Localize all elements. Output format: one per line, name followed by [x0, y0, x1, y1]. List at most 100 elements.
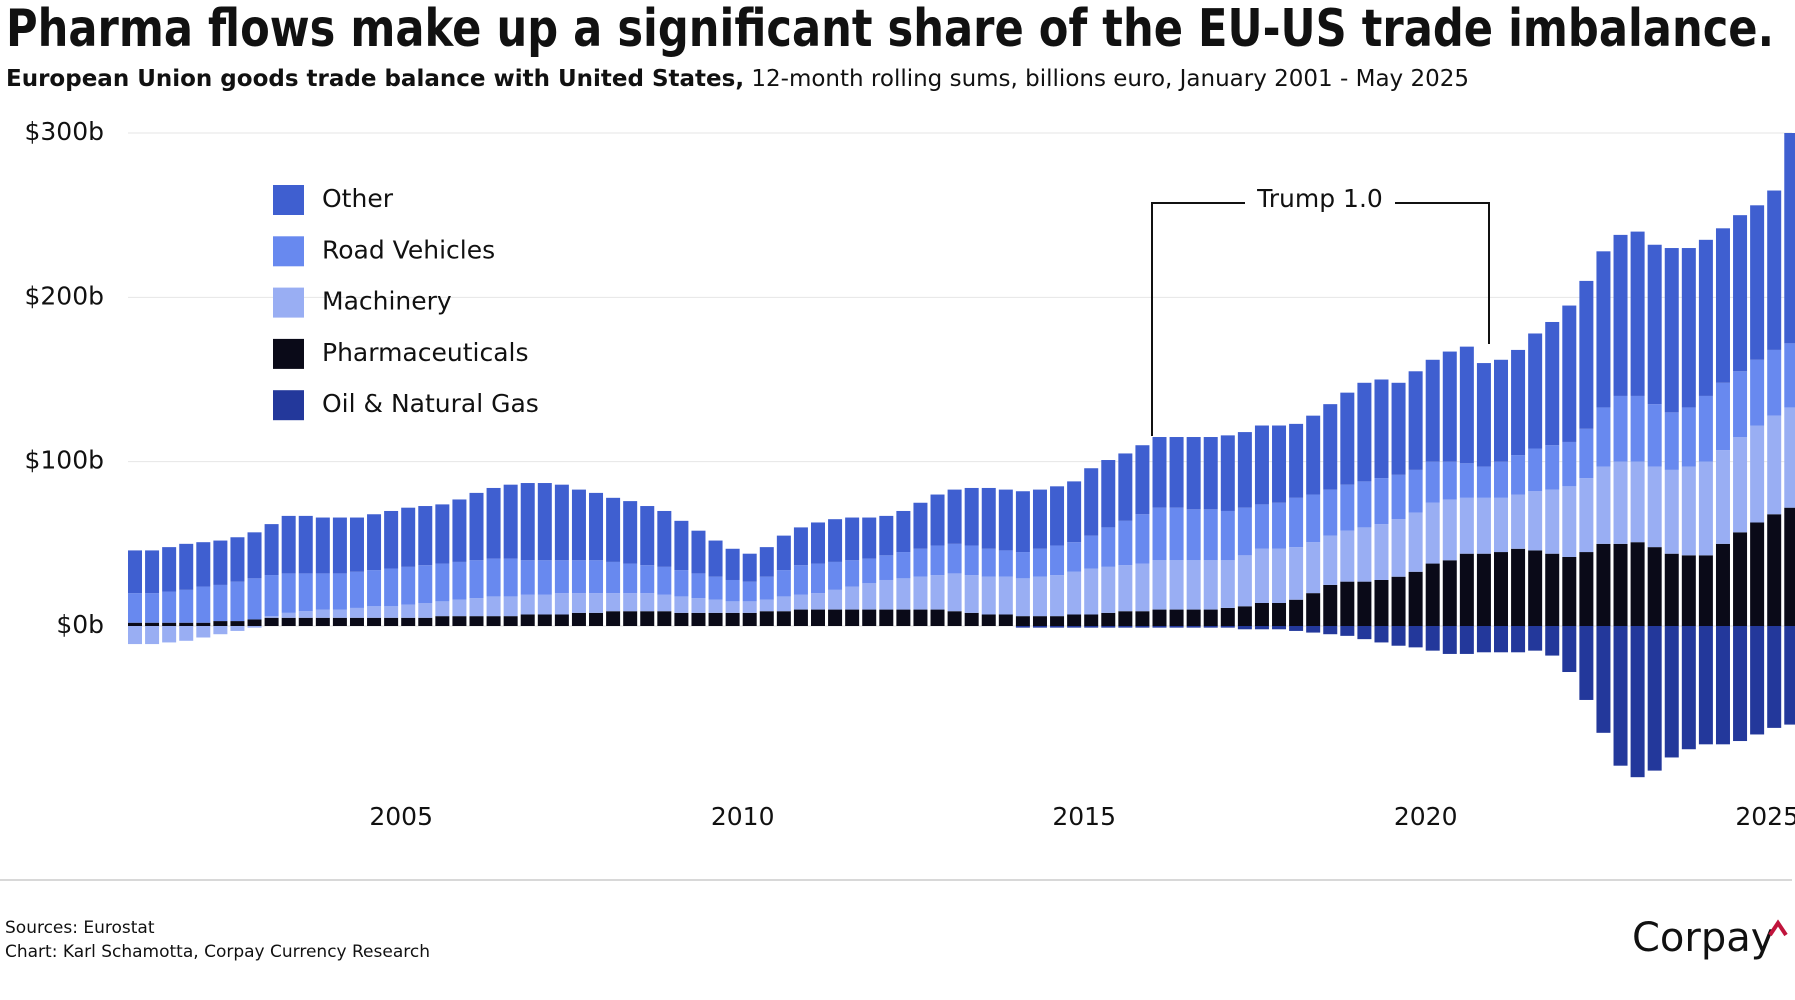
bar-segment [1442, 560, 1457, 626]
x-tick-label: 2025 [1735, 802, 1795, 831]
bar-segment [913, 576, 928, 610]
bar-segment [1084, 614, 1099, 626]
bar-segment [315, 573, 330, 610]
bar-segment [554, 484, 569, 561]
bar-segment [1050, 486, 1065, 546]
bar-segment [162, 622, 177, 626]
bar-segment [1306, 593, 1321, 626]
bar-segment [520, 560, 535, 595]
bar-segment [1340, 626, 1355, 636]
bar-segment [1613, 461, 1628, 544]
bar-segment [845, 517, 860, 561]
bar-segment [1425, 461, 1440, 503]
bar-segment [1698, 461, 1713, 556]
bar-segment [862, 558, 877, 584]
bar-segment [1323, 626, 1338, 635]
bar-segment [1545, 445, 1560, 490]
bar-segment [298, 573, 313, 612]
bar-segment [1528, 491, 1543, 551]
bar-segment [811, 609, 826, 626]
bar-segment [469, 492, 484, 561]
bar-segment [1715, 450, 1730, 544]
bar-segment [349, 607, 364, 618]
bar-segment [708, 540, 723, 577]
bar-segment [332, 517, 347, 574]
credit: Chart: Karl Schamotta, Corpay Currency R… [5, 942, 430, 962]
bar-segment [247, 626, 262, 628]
bar-segment [486, 616, 501, 626]
x-tick-label: 2005 [369, 802, 433, 831]
bar-segment [1254, 425, 1269, 505]
bar-segment [1408, 571, 1423, 626]
bar-segment [1289, 599, 1304, 626]
bar-segment [179, 626, 194, 641]
bar-segment [520, 483, 535, 561]
bar-segment [1767, 190, 1782, 350]
bar-segment [674, 570, 689, 597]
bar-segment [1579, 428, 1594, 479]
bar-segment [674, 612, 689, 626]
bar-segment [418, 617, 433, 626]
bar-segment [1084, 468, 1099, 536]
bar-segment [264, 617, 279, 626]
bar-segment [1750, 205, 1765, 360]
bar-segment [1613, 234, 1628, 396]
bar-segment [384, 606, 399, 618]
bar-segment [1408, 626, 1423, 648]
bar-segment [435, 616, 450, 626]
bar-segment [1203, 609, 1218, 626]
bar-segment [981, 614, 996, 626]
bar-segment [1254, 602, 1269, 626]
bar-segment [452, 499, 467, 562]
bar-segment [793, 594, 808, 610]
bar-segment [1084, 568, 1099, 615]
bar-segment [828, 561, 843, 590]
bar-segment [1118, 565, 1133, 612]
bar-segment [1032, 626, 1047, 628]
bar-segment [1476, 466, 1491, 498]
legend-label: Pharmaceuticals [322, 338, 529, 367]
bar-segment [1118, 626, 1133, 628]
bar-segment [1101, 460, 1116, 528]
bar-segment [1254, 626, 1269, 630]
bar-segment [1494, 359, 1509, 462]
bar-segment [1698, 239, 1713, 396]
bar-segment [1442, 351, 1457, 462]
bar-segment [213, 584, 228, 622]
bar-segment [964, 612, 979, 626]
bar-segment [1613, 626, 1628, 766]
chart-subtitle: European Union goods trade balance with … [6, 66, 1469, 92]
bar-segment [1152, 437, 1167, 508]
bar-segment [1254, 548, 1269, 603]
bar-segment [742, 612, 757, 626]
x-tick-label: 2015 [1052, 802, 1116, 831]
bar-segment [1357, 581, 1372, 626]
bar-segment [1562, 486, 1577, 557]
bar-segment [879, 515, 894, 556]
bar-segment [1425, 502, 1440, 564]
bar-segment [606, 561, 621, 594]
bar-segment [520, 594, 535, 615]
bar-segment [759, 599, 774, 612]
bar-segment [691, 573, 706, 599]
bar-segment [230, 626, 245, 631]
bar-segment [759, 576, 774, 600]
bar-segment [1647, 404, 1662, 467]
bar-segment [162, 626, 177, 643]
bar-segment [1579, 552, 1594, 626]
bar-segment [913, 502, 928, 549]
bracket-right [1395, 202, 1490, 344]
bar-segment [1579, 280, 1594, 429]
legend-label: Machinery [322, 287, 452, 316]
bar-segment [1323, 489, 1338, 536]
bar-segment [1698, 626, 1713, 745]
y-tick-label: $100b [25, 446, 105, 475]
bar-segment [896, 578, 911, 610]
bar-segment [1015, 616, 1030, 626]
bar-segment [1664, 412, 1679, 470]
bar-segment [1459, 497, 1474, 554]
bar-segment [1015, 626, 1030, 628]
bar-segment [776, 570, 791, 597]
bar-segment [606, 497, 621, 562]
